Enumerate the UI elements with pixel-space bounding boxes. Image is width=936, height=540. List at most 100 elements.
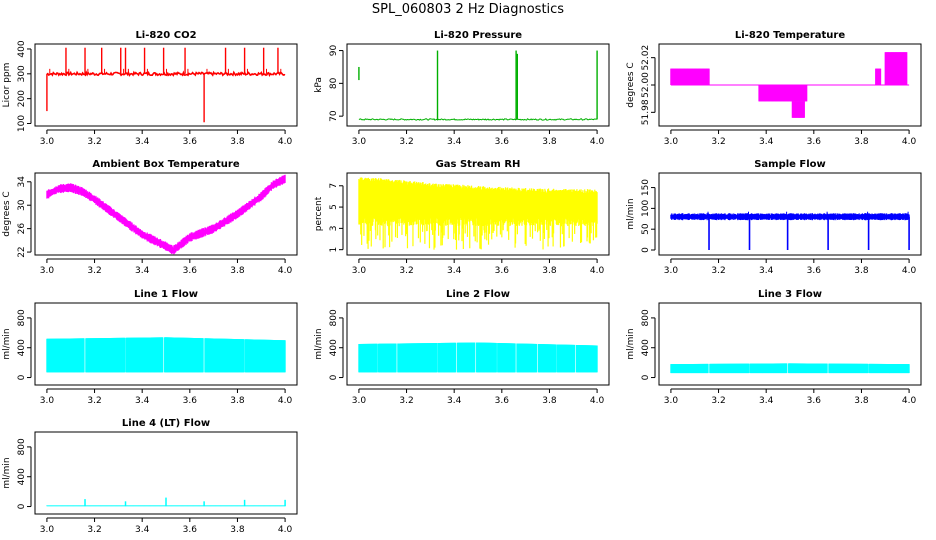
- x-tick-label: 4.0: [902, 266, 917, 276]
- y-tick-label: 0: [329, 374, 339, 380]
- x-tick-label: 3.0: [40, 525, 55, 535]
- y-tick-label: 90: [329, 45, 339, 57]
- y-tick-label: 400: [17, 468, 27, 485]
- y-tick-label: 52.02: [641, 45, 651, 71]
- y-tick-label: 800: [329, 309, 339, 326]
- y-tick-label: 3: [329, 226, 339, 232]
- y-tick-label: 100: [641, 200, 651, 217]
- plot-frame: [34, 172, 298, 256]
- x-tick-label: 3.2: [87, 137, 101, 147]
- y-tick-label: 400: [17, 40, 27, 57]
- series-group: [46, 337, 286, 373]
- y-tick-label: 34: [17, 176, 27, 188]
- x-tick-label: 3.6: [495, 266, 510, 276]
- chart-title: Gas Stream RH: [436, 159, 521, 170]
- plot-frame: [34, 431, 298, 515]
- series-group: [46, 47, 286, 123]
- y-tick-label: 7: [329, 183, 339, 189]
- series-line: [46, 70, 286, 78]
- plot-frame: [34, 43, 298, 127]
- x-tick-label: 3.2: [711, 266, 725, 276]
- panel-sample-flow: Sample Flow ml/min 3.0 3.2 3.4 3.6 3.8 4.0 0 50 10…: [626, 159, 922, 276]
- plot-frame: [658, 43, 922, 127]
- x-tick-label: 4.0: [590, 137, 605, 147]
- y-tick-label: 300: [17, 65, 27, 82]
- x-tick-label: 3.0: [352, 137, 367, 147]
- x-tick-label: 3.8: [854, 137, 869, 147]
- series-group: [358, 342, 598, 373]
- y-tick-label: 150: [641, 179, 651, 196]
- y-tick-label: 0: [17, 374, 27, 380]
- y-tick-label: 30: [17, 199, 27, 211]
- x-tick-label: 3.8: [230, 525, 245, 535]
- chart-title: Ambient Box Temperature: [92, 159, 239, 170]
- x-tick-label: 3.0: [40, 396, 55, 406]
- y-axis-label: ml/min: [626, 198, 636, 229]
- series-group: [358, 177, 598, 250]
- x-tick-label: 3.8: [854, 396, 869, 406]
- y-tick-label: 5: [329, 204, 339, 210]
- y-tick-label: 0: [17, 503, 27, 509]
- page-title: SPL_060803 2 Hz Diagnostics: [371, 2, 565, 17]
- x-tick-label: 3.4: [135, 266, 150, 276]
- chart-title: Line 4 (LT) Flow: [122, 418, 210, 429]
- step-block: [670, 68, 710, 85]
- step-block: [759, 85, 807, 102]
- y-axis-label: ml/min: [2, 328, 12, 359]
- plot-frame: [346, 302, 610, 386]
- x-tick-label: 4.0: [278, 266, 293, 276]
- x-tick-label: 4.0: [278, 137, 293, 147]
- x-tick-label: 3.8: [230, 266, 245, 276]
- y-tick-label: 400: [641, 339, 651, 356]
- x-tick-label: 3.8: [542, 137, 557, 147]
- x-tick-label: 3.6: [807, 396, 822, 406]
- y-tick-label: 400: [17, 339, 27, 356]
- y-tick-label: 52.00: [641, 72, 651, 98]
- panel-ambient-temp: Ambient Box Temperature degrees C 3.0 3.2 3.…: [2, 159, 298, 276]
- x-tick-label: 3.4: [135, 396, 150, 406]
- x-tick-label: 3.2: [399, 266, 413, 276]
- x-tick-label: 3.4: [759, 137, 774, 147]
- panel-line2: Line 2 Flow ml/min 3.0 3.2 3.4 3.6 3.8 4.0 0 400 8…: [314, 289, 610, 406]
- panel-line3: Line 3 Flow ml/min 3.0 3.2 3.4 3.6 3.8 4.0 0 400 8…: [626, 289, 922, 406]
- y-tick-label: 800: [641, 309, 651, 326]
- x-tick-label: 3.4: [759, 266, 774, 276]
- x-tick-label: 3.2: [87, 266, 101, 276]
- x-tick-label: 3.0: [40, 266, 55, 276]
- y-tick-label: 200: [17, 90, 27, 107]
- x-tick-label: 3.2: [87, 396, 101, 406]
- x-tick-label: 3.2: [711, 137, 725, 147]
- y-tick-label: 26: [17, 223, 27, 235]
- series-group: [670, 52, 910, 118]
- x-tick-label: 4.0: [590, 396, 605, 406]
- chart-title: Li-820 Pressure: [434, 30, 522, 41]
- y-tick-label: 80: [329, 77, 339, 89]
- x-tick-label: 4.0: [278, 396, 293, 406]
- x-tick-label: 3.4: [447, 137, 462, 147]
- x-tick-label: 3.6: [183, 525, 198, 535]
- y-axis-label: degrees C: [626, 62, 636, 107]
- x-tick-label: 3.8: [854, 266, 869, 276]
- panel-pressure: Li-820 Pressure kPa 3.0 3.2 3.4 3.6 3.8 4.0 70 80…: [314, 30, 610, 147]
- plot-frame: [34, 302, 298, 386]
- x-tick-label: 3.2: [87, 525, 101, 535]
- y-tick-label: 100: [17, 115, 27, 132]
- panel-line1: Line 1 Flow ml/min 3.0 3.2 3.4 3.6 3.8 4.0 0 400 8…: [2, 289, 298, 406]
- x-tick-label: 4.0: [902, 137, 917, 147]
- chart-title: Line 2 Flow: [446, 289, 510, 300]
- plot-frame: [658, 302, 922, 386]
- x-tick-label: 3.8: [230, 137, 245, 147]
- series-group: [46, 174, 286, 255]
- plot-frame: [346, 172, 610, 256]
- y-tick-label: 400: [329, 339, 339, 356]
- series-group: [358, 50, 598, 121]
- panel-line4: Line 4 (LT) Flow ml/min 3.0 3.2 3.4 3.6 3.8 4.0…: [2, 418, 298, 535]
- y-tick-label: 0: [641, 374, 651, 380]
- step-block: [875, 68, 881, 85]
- x-tick-label: 3.8: [542, 266, 557, 276]
- y-tick-label: 800: [17, 309, 27, 326]
- y-axis-label: degrees C: [2, 191, 12, 236]
- y-axis-label: kPa: [314, 77, 324, 93]
- chart-title: Line 3 Flow: [758, 289, 822, 300]
